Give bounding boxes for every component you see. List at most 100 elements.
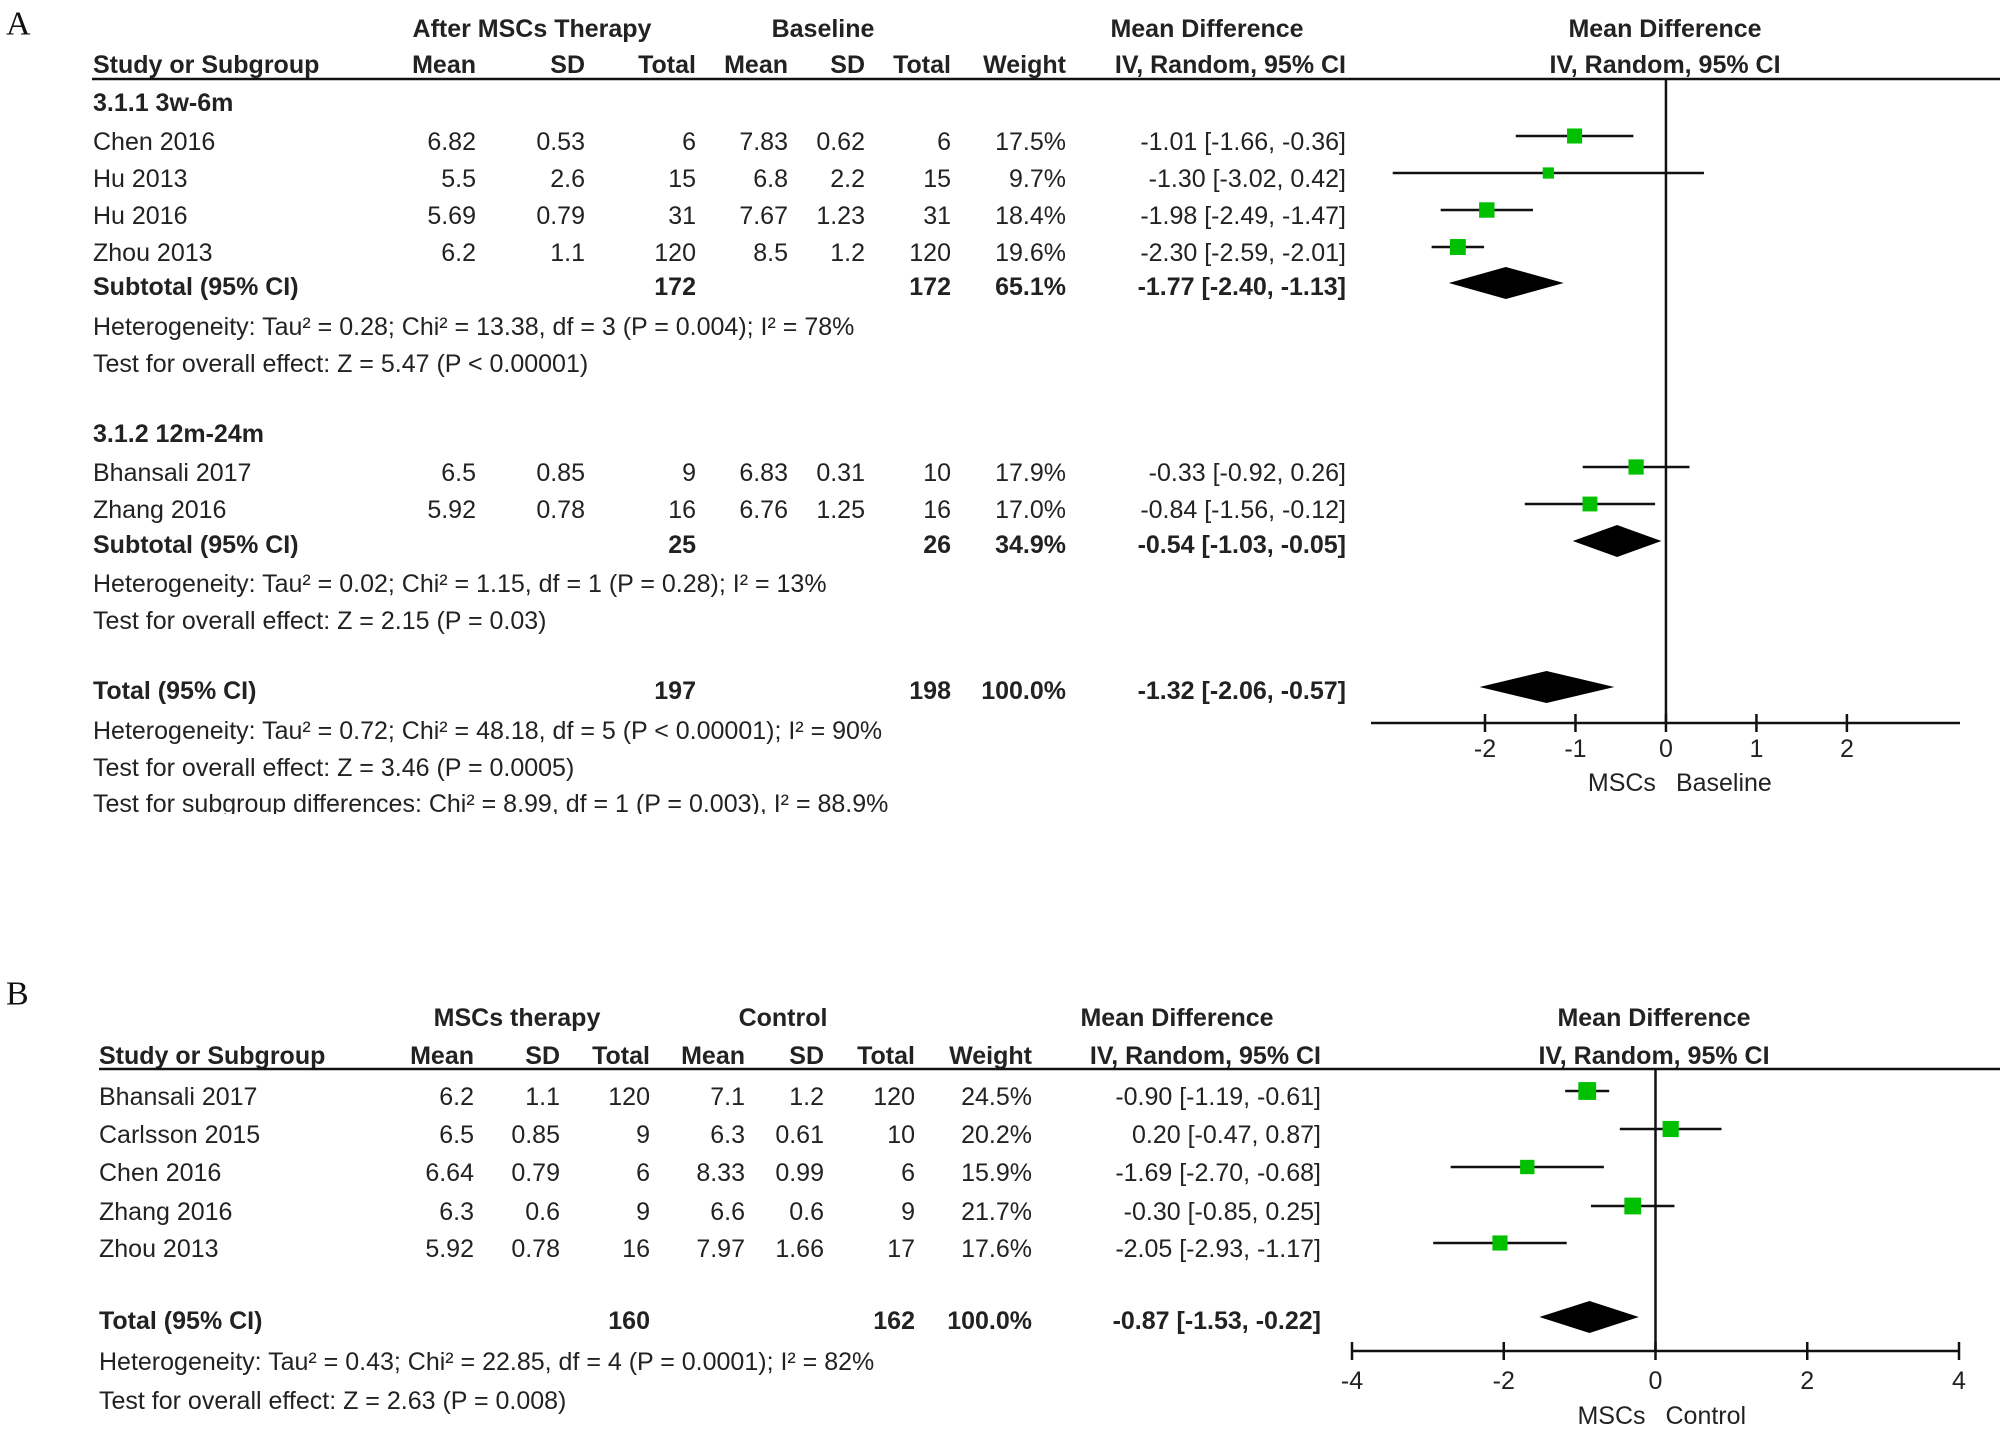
cell-sd1: 0.78 (511, 1235, 560, 1263)
cell-total2: 6 (937, 128, 951, 156)
panel-label: B (6, 976, 29, 1013)
cell-sd1: 0.79 (511, 1159, 560, 1187)
cell-mean2: 6.83 (739, 459, 788, 487)
cell-total1: 172 (654, 273, 696, 301)
statistics-text: Test for overall effect: Z = 5.47 (P < 0… (93, 350, 588, 378)
cell-total2: 10 (887, 1121, 915, 1149)
cell-name: Subtotal (95% CI) (93, 273, 299, 301)
summary-diamond (1539, 1301, 1639, 1333)
cell-weight: 17.6% (961, 1235, 1032, 1263)
cell-sd2: 0.6 (789, 1198, 824, 1226)
header-group2: Baseline (772, 15, 875, 43)
tick-label: 2 (1800, 1367, 1814, 1395)
panel-label: A (6, 6, 31, 43)
study-row: Bhansali 2017 6.2 1.1 120 7.1 1.2 120 24.5% -0.9… (99, 1082, 1610, 1111)
cell-mean1: 6.82 (427, 128, 476, 156)
point-estimate-square (1628, 459, 1644, 475)
column-header: IV, Random, 95% CI (1115, 51, 1346, 79)
cell-mean1: 6.64 (425, 1159, 474, 1187)
favours-left-label: MSCs (1588, 769, 1656, 797)
subgroup-heading: 3.1.2 12m-24m (93, 420, 264, 448)
cell-weight: 21.7% (961, 1198, 1032, 1226)
column-header: Mean (681, 1042, 745, 1070)
column-header: Total (638, 51, 696, 79)
cell-mean2: 7.83 (739, 128, 788, 156)
cell-ci-text: -1.98 [-2.49, -1.47] (1140, 202, 1346, 230)
column-header: SD (550, 51, 585, 79)
cell-sd1: 2.6 (550, 165, 585, 193)
statistics-text: Heterogeneity: Tau² = 0.72; Chi² = 48.18… (93, 717, 882, 745)
header-md-title: Mean Difference (1080, 1004, 1273, 1032)
study-row: Chen 2016 6.64 0.79 6 8.33 0.99 6 15.9% -1.69 [-… (99, 1159, 1604, 1187)
study-row: Hu 2016 5.69 0.79 31 7.67 1.23 31 18.4% -1.98 [-… (93, 202, 1533, 230)
cell-sd1: 0.53 (536, 128, 585, 156)
cell-weight: 9.7% (1009, 165, 1066, 193)
cell-total1: 16 (668, 496, 696, 524)
cell-total1: 197 (654, 677, 696, 705)
point-estimate-square (1479, 202, 1495, 218)
cell-weight: 34.9% (995, 531, 1066, 559)
cell-total2: 16 (923, 496, 951, 524)
column-header: Weight (949, 1042, 1033, 1070)
cell-total2: 6 (901, 1159, 915, 1187)
cell-name: Zhang 2016 (99, 1198, 232, 1226)
cell-total1: 160 (608, 1307, 650, 1335)
column-header: Mean (724, 51, 788, 79)
cell-total1: 6 (682, 128, 696, 156)
cell-mean1: 5.92 (425, 1235, 474, 1263)
cell-name: Hu 2013 (93, 165, 188, 193)
cell-sd2: 1.2 (789, 1083, 824, 1111)
cell-total2: 10 (923, 459, 951, 487)
header-group1: After MSCs Therapy (413, 15, 652, 43)
column-header: Study or Subgroup (99, 1042, 325, 1070)
tick-label: -4 (1341, 1367, 1363, 1395)
cell-weight: 100.0% (981, 677, 1066, 705)
cell-ci-text: -1.32 [-2.06, -0.57] (1138, 677, 1346, 705)
statistics-text: Heterogeneity: Tau² = 0.28; Chi² = 13.38… (93, 313, 854, 341)
cell-mean1: 6.2 (439, 1083, 474, 1111)
statistics-text: Heterogeneity: Tau² = 0.02; Chi² = 1.15,… (93, 570, 827, 598)
cell-ci-text: -1.01 [-1.66, -0.36] (1140, 128, 1346, 156)
cell-name: Total (95% CI) (99, 1307, 262, 1335)
point-estimate-square (1567, 128, 1583, 144)
point-estimate-square (1492, 1235, 1508, 1251)
statistics-text: Test for subgroup differences: Chi² = 8.… (93, 790, 888, 818)
column-header: Total (857, 1042, 915, 1070)
tick-label: -1 (1564, 735, 1586, 763)
cell-ci-text: -1.69 [-2.70, -0.68] (1115, 1159, 1321, 1187)
cell-ci-text: -0.54 [-1.03, -0.05] (1138, 531, 1346, 559)
cell-total1: 6 (636, 1159, 650, 1187)
cell-sd2: 0.62 (816, 128, 865, 156)
cell-total1: 9 (636, 1121, 650, 1149)
column-header: SD (525, 1042, 560, 1070)
cell-weight: 17.5% (995, 128, 1066, 156)
cell-sd2: 1.23 (816, 202, 865, 230)
tick-label: -2 (1474, 735, 1496, 763)
cell-sd2: 1.25 (816, 496, 865, 524)
summary-row: Total (95% CI) 197 198 100.0% -1.32 [-2.06, … (93, 671, 1615, 705)
summary-row: Total (95% CI) 160 162 100.0% -0.87 [-1.53, … (99, 1301, 1639, 1335)
tick-label: 2 (1840, 735, 1854, 763)
cell-mean2: 8.5 (753, 239, 788, 267)
cell-name: Zhou 2013 (99, 1235, 219, 1263)
study-row: Zhang 2016 6.3 0.6 9 6.6 0.6 9 21.7% -0.30 [-0.8… (99, 1197, 1675, 1226)
point-estimate-square (1520, 1159, 1535, 1175)
cell-weight: 100.0% (947, 1307, 1032, 1335)
cell-mean1: 6.5 (441, 459, 476, 487)
cell-mean2: 6.3 (710, 1121, 745, 1149)
cell-mean2: 6.6 (710, 1198, 745, 1226)
point-estimate-square (1449, 239, 1466, 255)
forest-panel-a: A After MSCs Therapy Baseline Mean Differen… (0, 6, 2000, 834)
cell-weight: 24.5% (961, 1083, 1032, 1111)
cell-total1: 120 (654, 239, 696, 267)
point-estimate-square (1582, 496, 1598, 512)
cell-name: Zhang 2016 (93, 496, 226, 524)
cell-name: Chen 2016 (99, 1159, 221, 1187)
study-row: Bhansali 2017 6.5 0.85 9 6.83 0.31 10 17.9% -0.3… (93, 459, 1690, 487)
summary-diamond (1448, 267, 1564, 299)
cell-sd1: 1.1 (550, 239, 585, 267)
cell-total1: 25 (668, 531, 696, 559)
cell-name: Bhansali 2017 (99, 1083, 257, 1111)
cell-total1: 9 (636, 1198, 650, 1226)
favours-right-label: Baseline (1676, 769, 1772, 797)
